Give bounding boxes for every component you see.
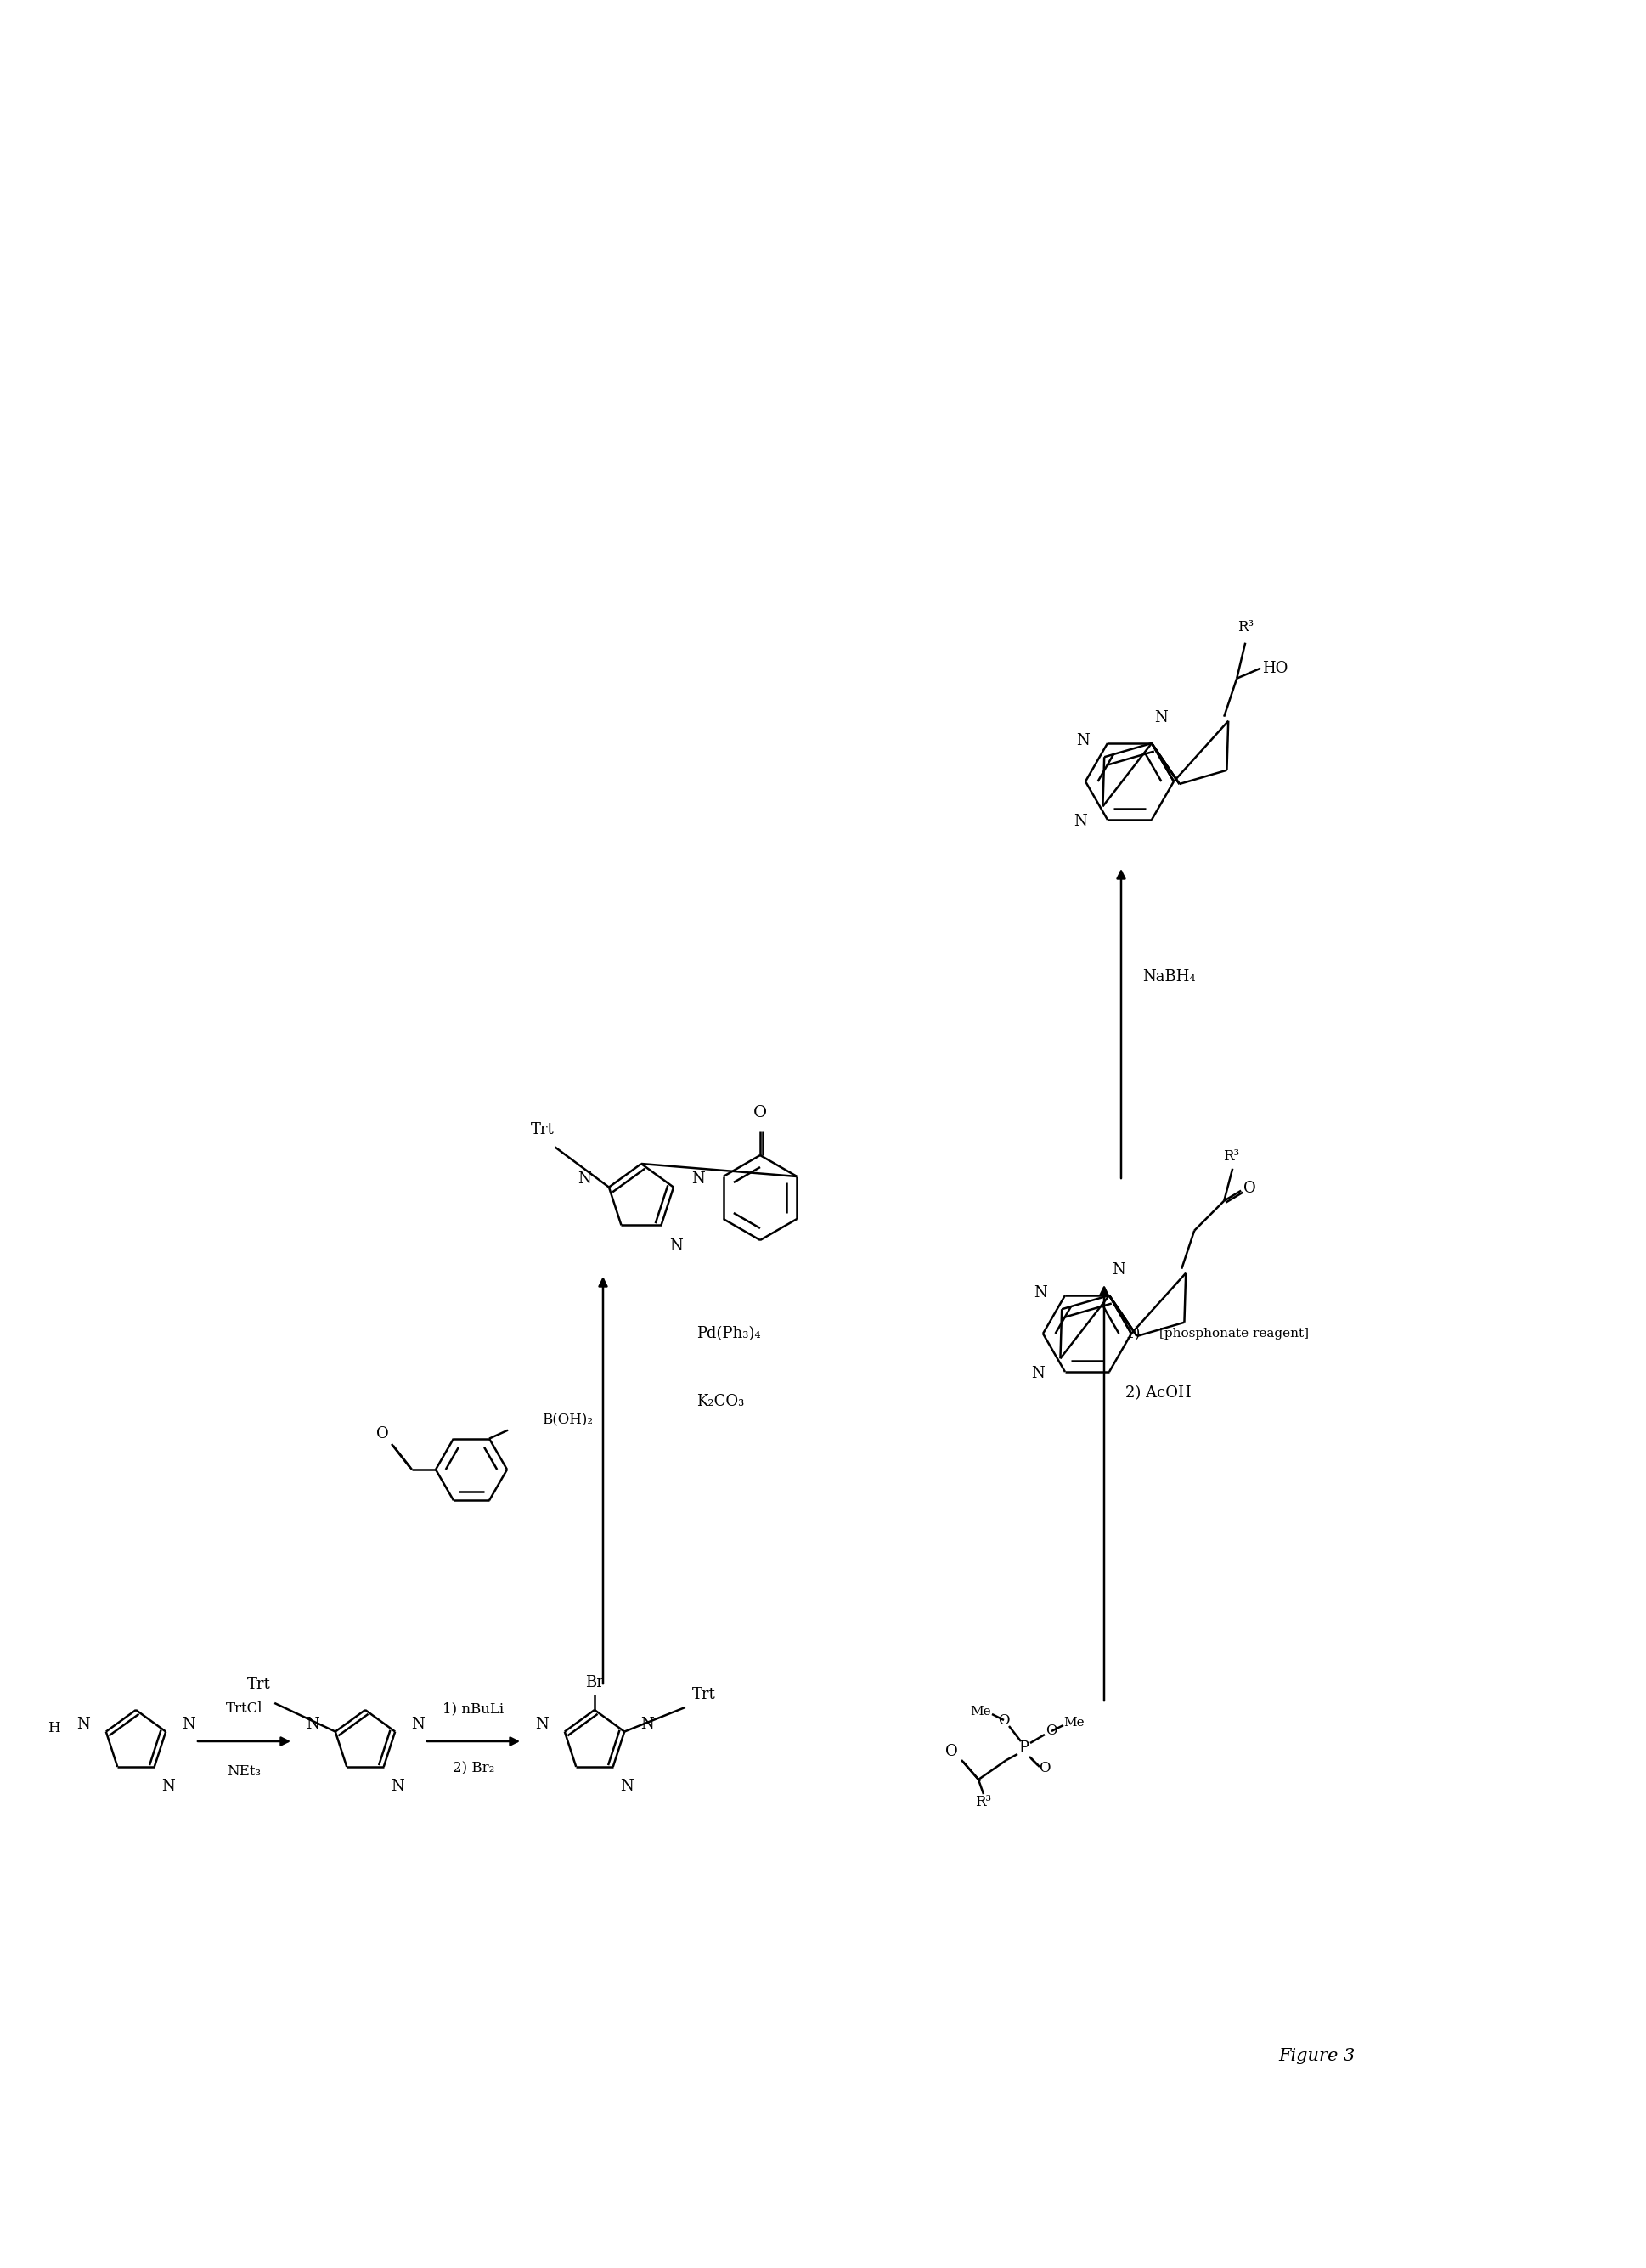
Text: N: N [1034,1286,1047,1300]
Text: TrtCl: TrtCl [226,1701,263,1717]
Text: N: N [77,1717,91,1733]
Text: N: N [1073,814,1086,830]
Text: O: O [1045,1724,1057,1737]
Text: H: H [48,1721,59,1735]
Text: R³: R³ [976,1796,991,1810]
Text: N: N [1030,1365,1045,1381]
Text: N: N [392,1778,405,1794]
Text: Figure 3: Figure 3 [1279,2048,1355,2064]
Text: 1) nBuLi: 1) nBuLi [443,1701,504,1717]
Text: N: N [1154,710,1167,726]
Text: Br: Br [586,1676,604,1690]
Text: R³: R³ [1238,619,1253,635]
Text: K₂CO₃: K₂CO₃ [696,1395,744,1408]
Text: N: N [621,1778,634,1794]
Text: O: O [1243,1179,1256,1195]
Text: [phosphonate reagent]: [phosphonate reagent] [1159,1327,1309,1340]
Text: N: N [181,1717,196,1733]
Text: N: N [670,1238,683,1254]
Text: N: N [1076,733,1090,748]
Text: Trt: Trt [530,1123,555,1139]
Text: N: N [535,1717,548,1733]
Text: O: O [375,1427,388,1442]
Text: N: N [412,1717,425,1733]
Text: Trt: Trt [247,1676,272,1692]
Text: R³: R³ [1223,1150,1239,1163]
Text: N: N [691,1173,704,1186]
Text: Me: Me [971,1706,991,1717]
Text: N: N [578,1173,591,1186]
Text: Trt: Trt [693,1687,716,1703]
Text: N: N [306,1717,319,1733]
Text: HO: HO [1262,660,1287,676]
Text: N: N [1111,1261,1126,1277]
Text: N: N [640,1717,653,1733]
Text: 1): 1) [1126,1327,1141,1340]
Text: P: P [1019,1740,1029,1755]
Text: 2) Br₂: 2) Br₂ [453,1762,494,1776]
Text: O: O [1039,1762,1050,1776]
Text: B(OH)₂: B(OH)₂ [542,1413,593,1427]
Text: Pd(Ph₃)₄: Pd(Ph₃)₄ [696,1327,760,1340]
Text: NaBH₄: NaBH₄ [1142,968,1195,984]
Text: 2) AcOH: 2) AcOH [1126,1386,1192,1402]
Text: NEt₃: NEt₃ [227,1765,262,1778]
Text: O: O [997,1712,1009,1728]
Text: O: O [945,1744,958,1760]
Text: O: O [754,1105,767,1120]
Text: Me: Me [1063,1717,1085,1728]
Text: N: N [161,1778,174,1794]
